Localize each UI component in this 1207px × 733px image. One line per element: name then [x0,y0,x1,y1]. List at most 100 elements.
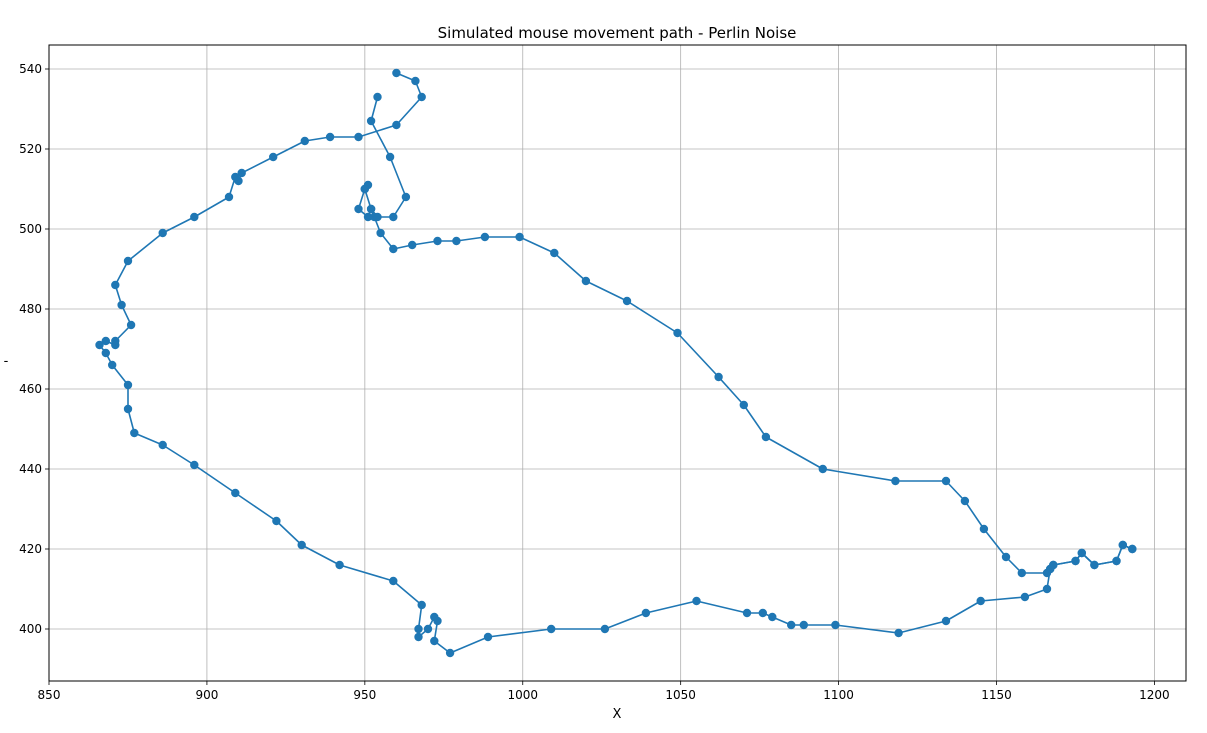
data-point [366,204,376,214]
data-point [111,340,120,350]
x-tick-label: 950 [353,688,376,702]
data-point [158,228,167,238]
data-point [979,524,989,534]
data-point [761,432,771,442]
data-point [392,120,401,130]
data-point [714,372,723,382]
data-point [787,620,796,630]
data-point [1001,552,1011,562]
data-point [297,540,306,550]
data-point [224,192,234,202]
data-point [269,152,278,162]
data-point [335,560,344,570]
data-point [818,464,827,474]
data-point [960,496,970,506]
data-point [95,340,104,350]
data-point [515,232,524,242]
data-point [411,76,420,86]
data-point [1042,568,1052,578]
series-line [98,72,1133,654]
y-tick-label: 520 [19,142,42,156]
data-point [190,212,199,222]
data-point [1042,584,1052,594]
data-point [123,404,133,414]
x-tick-label: 1100 [823,688,854,702]
plot-frame [48,44,1187,682]
data-point [445,648,455,658]
data-point [101,336,111,346]
data-point [300,136,309,146]
data-point [354,204,363,214]
y-tick-label: 500 [19,222,42,236]
data-point [1071,556,1080,566]
data-point [117,300,126,310]
data-point [452,236,461,246]
data-point [190,460,199,470]
data-point [325,132,335,142]
data-point [158,440,167,450]
data-point [401,192,411,202]
data-point [376,228,385,238]
data-point [392,68,401,78]
data-point [622,296,632,306]
data-point [891,476,900,486]
data-point [389,212,398,222]
data-point [768,612,777,622]
data-point [894,628,903,638]
data-point [581,276,591,286]
data-point [423,624,433,634]
data-point [389,244,398,254]
data-point [417,92,426,102]
series-2 [354,92,1137,578]
x-axis: 850 900 950 1000 1050 1100 1150 1200 [38,681,1170,702]
data-point [550,248,559,258]
data-point [600,624,610,634]
x-tick-label: 850 [38,688,61,702]
data-point [739,400,748,410]
data-point [101,348,111,358]
data-point [831,620,840,630]
data-point [433,236,442,246]
data-point [231,488,240,498]
data-point [480,232,490,242]
data-point [673,328,682,338]
y-tick-label: 420 [19,542,42,556]
plot-area [95,68,1137,658]
data-point [941,616,951,626]
data-point [414,624,423,634]
series-line [357,96,1133,574]
data-point [692,596,701,606]
data-point [385,152,395,162]
data-point [231,172,240,182]
data-point [641,608,651,618]
data-point [111,280,120,290]
data-point [1128,544,1137,554]
data-point [389,576,398,586]
y-tick-label: 440 [19,462,42,476]
data-point [941,476,951,486]
data-point [547,624,556,634]
data-point [360,184,369,194]
y-tick-label: 480 [19,302,42,316]
y-tick-label: 540 [19,62,42,76]
data-point [414,632,423,642]
y-tick-label: 400 [19,622,42,636]
data-point [123,380,133,390]
data-point [130,428,139,438]
data-point [126,320,136,330]
data-point [742,608,752,618]
data-point [123,256,133,266]
y-tick-label: 460 [19,382,42,396]
data-point [1077,548,1087,558]
data-point [758,608,767,618]
y-axis: 400 420 440 460 480 500 520 540 [19,62,49,636]
data-point [483,632,493,642]
data-point [354,132,363,142]
chart-title: Simulated mouse movement path - Perlin N… [438,24,797,42]
data-point [417,600,426,610]
y-axis-title: - [4,354,9,369]
data-point [799,620,808,630]
data-point [1017,568,1026,578]
series-1 [95,68,1137,658]
